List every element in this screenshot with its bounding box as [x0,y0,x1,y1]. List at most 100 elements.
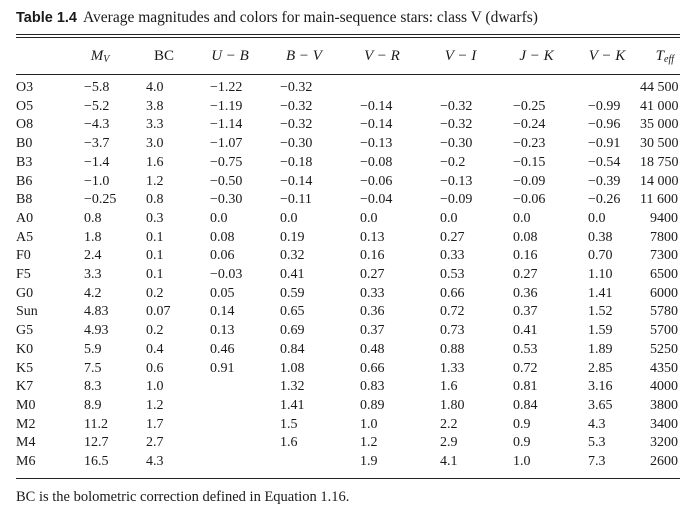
table-cell: 0.37 [360,323,385,339]
table-cell: 0.33 [360,285,385,301]
table-cell: 1.6 [440,379,458,395]
spectral-class-cell: B3 [16,154,33,170]
spectral-class-cell: M6 [16,454,36,470]
table-cell: 0.2 [146,285,164,301]
table-cell: 0.1 [146,248,164,264]
table-cell: 30 500 [640,136,679,152]
table-cell: 1.41 [588,285,613,301]
table-cell: −0.11 [280,192,312,208]
table-row: F5 3.3 0.1 −0.03 0.41 0.27 0.53 0.27 1.10 6500 [16,266,680,285]
column-header: V − I [444,48,477,64]
table-cell: 8.3 [84,379,102,395]
table-cell: 1.33 [440,360,465,376]
table-cell: 16.5 [84,454,109,470]
table-cell: −1.4 [84,154,110,170]
table-cell: 0.72 [513,360,538,376]
table-cell: −0.32 [440,98,473,114]
table-cell: 5780 [650,304,678,320]
table-cell: 9400 [650,210,678,226]
table-row: G5 4.93 0.2 0.13 0.69 0.37 0.73 0.41 1.59 5700 [16,322,680,341]
spectral-class-cell: M2 [16,416,36,432]
table-cell: 1.9 [360,454,378,470]
table-cell: 1.2 [146,173,164,189]
table-cell: 0.0 [280,210,298,226]
table-cell: 0.8 [84,210,102,226]
column-header: MV [90,48,110,65]
table-cell: 1.0 [360,416,378,432]
table-cell [194,397,266,416]
table-cell: 2600 [650,454,678,470]
table-cell: 1.59 [588,323,613,339]
spectral-class-cell: A0 [16,210,34,226]
table-cell [574,73,640,98]
spectral-class-cell: O8 [16,117,34,133]
table-cell: 0.8 [146,192,164,208]
table-cell: −0.18 [280,154,313,170]
table-cell: 1.0 [513,454,531,470]
table-cell: −0.32 [280,80,313,95]
table-cell: −0.06 [513,192,546,208]
table-cell [499,73,574,98]
table-caption: Table 1.4 Average magnitudes and colors f… [16,9,538,27]
table-cell: −0.32 [440,117,473,133]
table-cell: −0.30 [440,136,473,152]
table-cell: 3.8 [146,98,164,114]
table-cell: 0.53 [440,267,465,283]
header-rule [16,74,680,76]
table-cell: 4350 [650,360,678,376]
table-cell: 14 000 [640,173,679,189]
column-header: V − R [364,48,400,64]
column-header: BC [153,48,174,64]
table-cell: 0.36 [513,285,538,301]
top-rule-double [16,37,680,39]
table-cell: 5250 [650,341,678,357]
table-cell: 0.0 [513,210,531,226]
table-page: Table 1.4 Average magnitudes and colors f… [16,0,680,515]
table-cell: 4.3 [588,416,606,432]
table-row: M0 8.9 1.2 1.41 0.89 1.80 0.84 3.65 3800 [16,397,680,416]
spectral-class-cell: B8 [16,192,33,208]
spectral-class-cell: F5 [16,267,31,283]
table-cell: 4.3 [146,454,164,470]
table-cell: −0.32 [280,98,313,114]
table-cell: 0.84 [513,397,538,413]
table-cell [194,453,266,472]
table-cell: 7.5 [84,360,102,376]
table-cell: 3.3 [146,117,164,133]
table-cell: 5.9 [84,341,102,357]
table-cell: 3.3 [84,267,102,283]
table-row: B6 −1.0 1.2 −0.50 −0.14 −0.06 −0.13 −0.09 −0.39 1… [16,173,680,192]
table-cell: 5.3 [588,435,606,451]
table-cell: 1.52 [588,304,613,320]
spectral-class-cell: B6 [16,173,33,189]
table-caption-text: Average magnitudes and colors for main-s… [82,9,538,26]
table-cell: 0.81 [513,379,538,395]
table-cell: 4.83 [84,304,109,320]
table-cell: 11.2 [84,416,108,432]
table-cell: 1.0 [146,379,164,395]
table-cell: −0.54 [588,154,621,170]
table-cell: 1.08 [280,360,305,376]
table-cell: 0.1 [146,267,164,283]
spectral-class-cell: O3 [16,80,34,95]
table-cell: 0.84 [280,341,305,357]
table-cell: −0.23 [513,136,546,152]
table-cell: 18 750 [640,154,679,170]
table-cell: 0.46 [210,341,235,357]
table-cell: 1.80 [440,397,465,413]
spectral-class-cell: G5 [16,323,34,339]
table-cell: 3200 [650,435,678,451]
table-cell: 6000 [650,285,678,301]
table-cell: 1.10 [588,267,613,283]
table-cell: −5.8 [84,80,110,95]
table-cell: 4000 [650,379,678,395]
table-cell: 5700 [650,323,678,339]
table-cell: 0.66 [440,285,465,301]
table-cell: −0.25 [84,192,117,208]
table-cell: 0.73 [440,323,465,339]
table-cell: 2.9 [440,435,458,451]
table-cell: −0.09 [513,173,546,189]
table-cell: 0.83 [360,379,385,395]
table-cell: 1.6 [146,154,164,170]
table-cell: −1.14 [210,117,243,133]
